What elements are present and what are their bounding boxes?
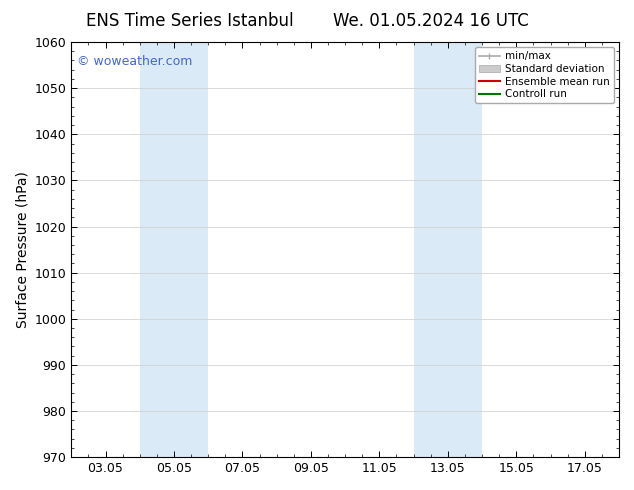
Text: ENS Time Series Istanbul: ENS Time Series Istanbul — [86, 12, 294, 30]
Text: We. 01.05.2024 16 UTC: We. 01.05.2024 16 UTC — [333, 12, 529, 30]
Bar — [413, 42, 482, 457]
Legend: min/max, Standard deviation, Ensemble mean run, Controll run: min/max, Standard deviation, Ensemble me… — [475, 47, 614, 103]
Y-axis label: Surface Pressure (hPa): Surface Pressure (hPa) — [15, 171, 29, 328]
Text: © woweather.com: © woweather.com — [77, 54, 192, 68]
Bar — [139, 42, 208, 457]
